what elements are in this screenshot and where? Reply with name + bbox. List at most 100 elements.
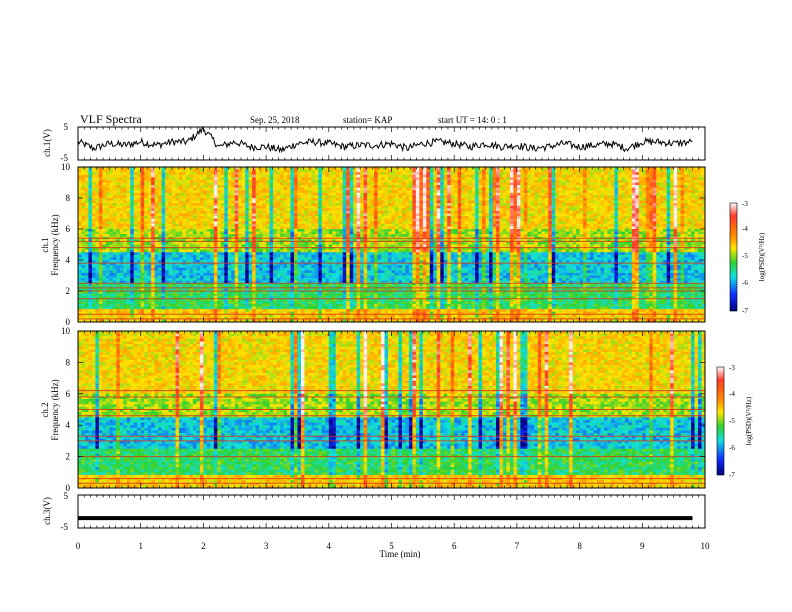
- spectrogram-cell: [402, 229, 406, 232]
- spectrogram-cell: [388, 185, 392, 188]
- spectrogram-cell: [412, 208, 416, 211]
- spectrogram-cell: [691, 198, 695, 201]
- spectrogram-cell: [475, 198, 479, 201]
- spectrogram-cell: [245, 175, 249, 178]
- spectrogram-cell: [144, 229, 148, 232]
- spectrogram-cell: [461, 180, 465, 183]
- spectrogram-cell: [482, 224, 486, 227]
- spectrogram-cell: [169, 216, 173, 219]
- spectrogram-cell: [224, 208, 228, 211]
- spectrogram-cell: [113, 195, 117, 198]
- spectrogram-cell: [677, 170, 681, 173]
- spectrogram-cell: [78, 211, 82, 214]
- spectrogram-cell: [562, 211, 566, 214]
- spectrogram-cell: [130, 234, 134, 237]
- spectrogram-cell: [520, 219, 524, 222]
- spectrogram-cell: [301, 170, 305, 173]
- spectrogram-cell: [392, 216, 396, 219]
- spectrogram-cell: [308, 219, 312, 222]
- spectrogram-cell: [381, 172, 385, 175]
- spectrogram-cell: [266, 201, 270, 204]
- spectrogram-cell: [670, 188, 674, 191]
- spectrogram-cell: [503, 201, 507, 204]
- spectrogram-cell: [207, 183, 211, 186]
- spectrogram-cell: [402, 195, 406, 198]
- spectrogram-cell: [451, 175, 455, 178]
- spectrogram-cell: [510, 190, 514, 193]
- spectrogram-cell: [695, 214, 699, 217]
- spectrogram-cell: [385, 195, 389, 198]
- spectrogram-cell: [81, 214, 85, 217]
- spectrogram-cell: [374, 170, 378, 173]
- spectrogram-cell: [102, 203, 106, 206]
- spectrogram-cell: [221, 190, 225, 193]
- spectrogram-cell: [573, 198, 577, 201]
- spectrogram-cell: [169, 234, 173, 237]
- spectrogram-cell: [357, 180, 361, 183]
- spectrogram-cell: [486, 195, 490, 198]
- spectrogram-cell: [538, 177, 542, 180]
- spectrogram-cell: [385, 229, 389, 232]
- spectrogram-cell: [531, 211, 535, 214]
- spectrogram-cell: [517, 224, 521, 227]
- spectrogram-cell: [92, 211, 96, 214]
- spectrogram-cell: [378, 195, 382, 198]
- spectrogram-cell: [308, 198, 312, 201]
- spectrogram-cell: [433, 219, 437, 222]
- spectrogram-cell: [158, 234, 162, 237]
- spectrogram-cell: [419, 211, 423, 214]
- spectrogram-cell: [325, 214, 329, 217]
- spectrogram-cell: [587, 170, 591, 173]
- spectrogram-cell: [555, 198, 559, 201]
- spectrogram-cell: [461, 232, 465, 235]
- spectrogram-cell: [245, 188, 249, 191]
- spectrogram-cell: [214, 203, 218, 206]
- spectrogram-cell: [179, 219, 183, 222]
- spectrogram-cell: [381, 177, 385, 180]
- spectrogram-cell: [611, 208, 615, 211]
- spectrogram-cell: [196, 188, 200, 191]
- spectrogram-cell: [189, 234, 193, 237]
- spectrogram-cell: [639, 206, 643, 209]
- spectrogram-cell: [681, 229, 685, 232]
- spectrogram-cell: [660, 198, 664, 201]
- spectrogram-cell: [594, 221, 598, 224]
- spectrogram-cell: [440, 188, 444, 191]
- spectrogram-cell: [430, 193, 434, 196]
- spectrogram-cell: [322, 219, 326, 222]
- spectrogram-cell: [520, 211, 524, 214]
- spectrogram-cell: [468, 219, 472, 222]
- spectrogram-cell: [419, 208, 423, 211]
- spectrogram-cell: [569, 208, 573, 211]
- spectrogram-cell: [660, 177, 664, 180]
- spectrogram-cell: [430, 232, 434, 235]
- spectrogram-cell: [677, 183, 681, 186]
- spectrogram-cell: [311, 190, 315, 193]
- spectrogram-cell: [419, 229, 423, 232]
- spectrogram-cell: [311, 232, 315, 235]
- spectrogram-cell: [468, 185, 472, 188]
- spectrogram-cell: [88, 198, 92, 201]
- spectrogram-cell: [221, 232, 225, 235]
- spectrogram-cell: [461, 193, 465, 196]
- spectrogram-cell: [371, 211, 375, 214]
- spectrogram-cell: [388, 229, 392, 232]
- spectrogram-cell: [85, 206, 89, 209]
- spectrogram-cell: [447, 224, 451, 227]
- spectrogram-cell: [85, 226, 89, 229]
- spectrogram-cell: [402, 221, 406, 224]
- spectrogram-cell: [287, 206, 291, 209]
- spectrogram-cell: [360, 206, 364, 209]
- spectrogram-cell: [691, 190, 695, 193]
- spectrogram-cell: [419, 224, 423, 227]
- spectrogram-cell: [169, 188, 173, 191]
- spectrogram-cell: [573, 195, 577, 198]
- spectrogram-cell: [468, 177, 472, 180]
- spectrogram-cell: [601, 185, 605, 188]
- spectrogram-cell: [674, 185, 678, 188]
- spectrogram-cell: [116, 214, 120, 217]
- spectrogram-cell: [214, 208, 218, 211]
- spectrogram-cell: [183, 216, 187, 219]
- spectrogram-cell: [548, 214, 552, 217]
- spectrogram-cell: [468, 232, 472, 235]
